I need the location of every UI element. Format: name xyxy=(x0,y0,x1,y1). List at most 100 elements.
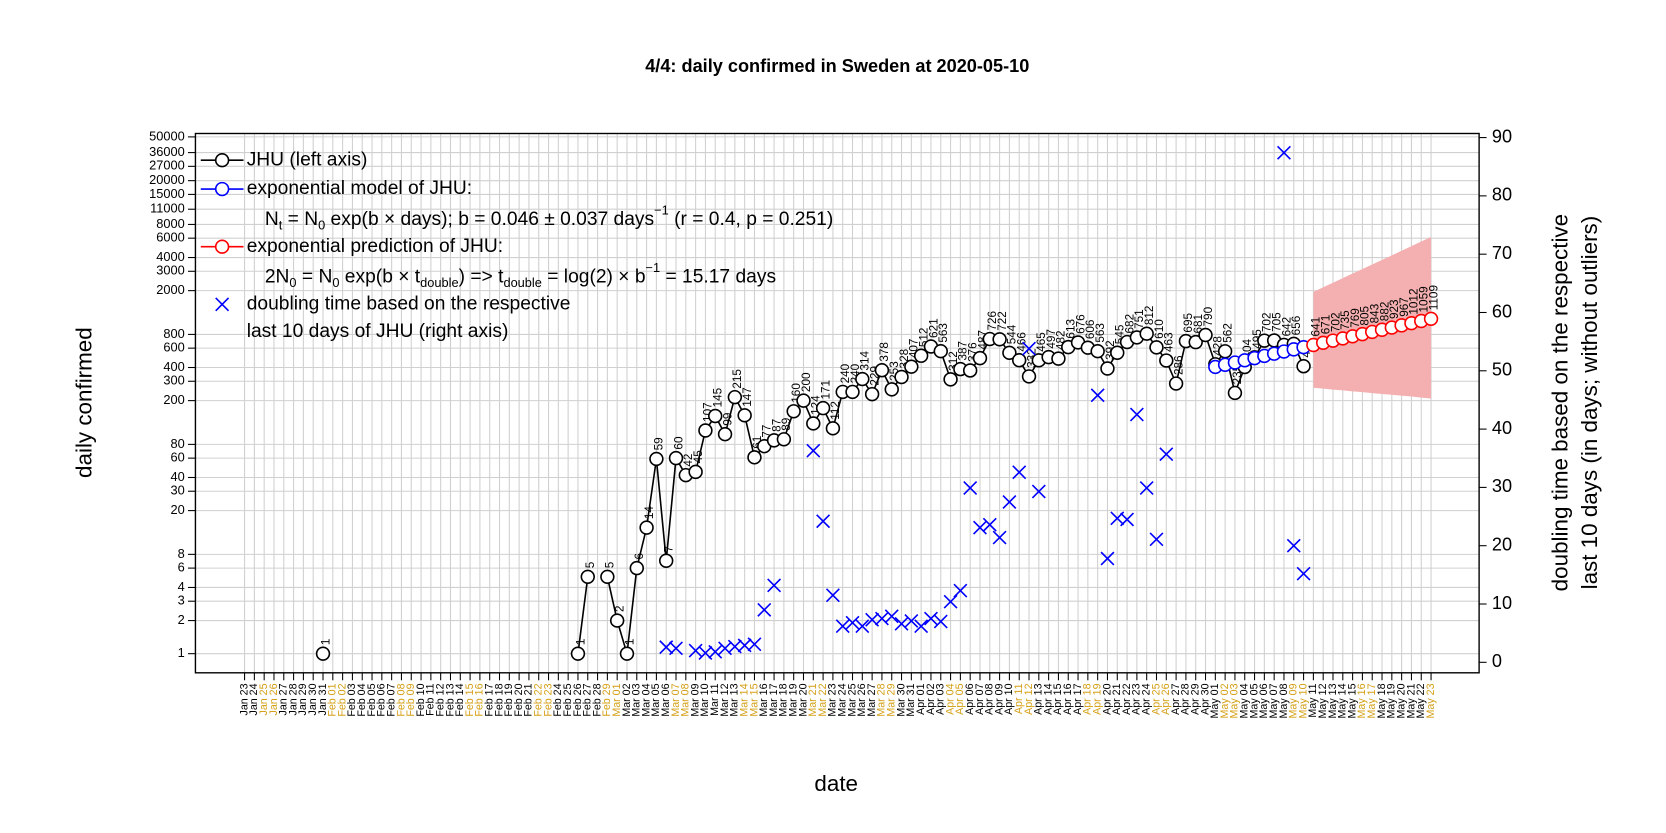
formula-part: −1 xyxy=(646,261,661,276)
y-tick-label: 600 xyxy=(163,340,184,355)
data-label: 1 xyxy=(319,639,332,646)
y2-tick-label: 20 xyxy=(1492,535,1512,555)
y2-tick-label: 60 xyxy=(1492,301,1512,321)
y-tick-label: 11000 xyxy=(150,201,185,216)
point xyxy=(1013,354,1026,367)
y-axis-label: daily confirmed xyxy=(71,327,96,478)
point xyxy=(1111,346,1124,359)
y2-axis-label: last 10 days (in days; without outliers) xyxy=(1577,216,1602,590)
legend-marker xyxy=(216,154,229,167)
data-label: 5 xyxy=(584,561,597,568)
formula-part: ) => t xyxy=(459,267,505,288)
y-tick-label: 20 xyxy=(171,502,185,517)
point xyxy=(866,388,879,401)
point xyxy=(748,451,761,464)
y2-tick-label: 90 xyxy=(1492,126,1512,146)
y-tick-label: 3 xyxy=(178,593,185,608)
data-label: 1 xyxy=(623,639,636,646)
y-tick-label: 6000 xyxy=(156,230,184,245)
data-label: 5 xyxy=(604,561,617,568)
y-tick-label: 20000 xyxy=(149,172,185,187)
y-tick-label: 27000 xyxy=(149,158,185,173)
point xyxy=(1170,377,1183,390)
y-tick-label: 8000 xyxy=(156,216,184,231)
data-label: 6 xyxy=(633,553,646,560)
y-tick-label: 800 xyxy=(163,326,184,341)
data-label: 59 xyxy=(653,437,666,450)
y-tick-label: 80 xyxy=(171,436,185,451)
y-tick-label: 200 xyxy=(163,392,184,407)
point xyxy=(660,554,673,567)
chart-title: 4/4: daily confirmed in Sweden at 2020-0… xyxy=(645,56,1029,76)
y-tick-label: 40 xyxy=(171,469,185,484)
point xyxy=(1219,345,1232,358)
formula-part: N xyxy=(265,209,279,230)
data-label: 1 xyxy=(574,639,587,646)
y-tick-label: 4 xyxy=(178,579,185,594)
data-label: 14 xyxy=(643,506,656,520)
y-tick-label: 2 xyxy=(178,612,185,627)
y2-tick-label: 50 xyxy=(1492,360,1512,380)
y-tick-label: 1 xyxy=(178,645,185,660)
point xyxy=(797,394,810,407)
y-tick-label: 30 xyxy=(171,483,185,498)
formula-part: 0 xyxy=(332,275,339,290)
data-label: 1109 xyxy=(1427,285,1440,310)
y2-tick-label: 70 xyxy=(1492,243,1512,263)
legend-label: exponential prediction of JHU: xyxy=(247,236,503,257)
x-tick-label: May 23 xyxy=(1425,683,1437,718)
point xyxy=(611,614,624,627)
legend-marker xyxy=(216,240,229,253)
legend-label: JHU (left axis) xyxy=(247,149,368,170)
formula-part: 0 xyxy=(289,275,296,290)
y-tick-label: 6 xyxy=(178,559,185,574)
point xyxy=(650,453,663,466)
data-label: 286 xyxy=(1172,355,1185,375)
data-label: 378 xyxy=(878,342,891,362)
data-label: 89 xyxy=(780,418,793,431)
point xyxy=(601,570,614,583)
point xyxy=(905,360,918,373)
formula-part: exp(b × t xyxy=(339,267,420,288)
point xyxy=(846,386,859,399)
point xyxy=(826,422,839,435)
y-tick-label: 3000 xyxy=(156,263,184,278)
data-label: 171 xyxy=(819,380,832,400)
y2-axis-label: doubling time based on the respective xyxy=(1547,214,1572,591)
y2-tick-label: 30 xyxy=(1492,476,1512,496)
point xyxy=(876,364,889,377)
formula-part: = N xyxy=(297,267,333,288)
y-tick-label: 400 xyxy=(163,359,184,374)
x-axis-label: date xyxy=(814,771,858,796)
data-label: 45 xyxy=(692,450,705,464)
formula-part: exp(b × days); b = 0.046 ± 0.037 days xyxy=(325,209,654,230)
point xyxy=(1101,362,1114,375)
point xyxy=(1140,327,1153,340)
y-tick-label: 2000 xyxy=(156,282,184,297)
legend-label: exponential model of JHU: xyxy=(247,178,472,199)
data-label: 463 xyxy=(1163,332,1176,352)
y-tick-label: 36000 xyxy=(149,144,185,159)
point xyxy=(993,333,1006,346)
point xyxy=(1425,312,1438,325)
data-label: 7 xyxy=(663,546,676,553)
point xyxy=(728,391,741,404)
y2-tick-label: 0 xyxy=(1492,651,1502,671)
formula-part: 2N xyxy=(265,267,290,288)
legend-marker xyxy=(216,183,229,196)
y-tick-label: 60 xyxy=(171,450,185,465)
point xyxy=(1052,352,1065,365)
y-tick-label: 300 xyxy=(163,373,184,388)
point xyxy=(699,424,712,437)
point xyxy=(885,383,898,396)
point xyxy=(581,570,594,583)
data-label: 2 xyxy=(613,605,626,612)
formula-part: = 15.17 days xyxy=(660,267,776,288)
y-tick-label: 15000 xyxy=(149,186,185,201)
formula-part: = N xyxy=(282,209,318,230)
point xyxy=(689,465,702,478)
y2-tick-label: 40 xyxy=(1492,418,1512,438)
